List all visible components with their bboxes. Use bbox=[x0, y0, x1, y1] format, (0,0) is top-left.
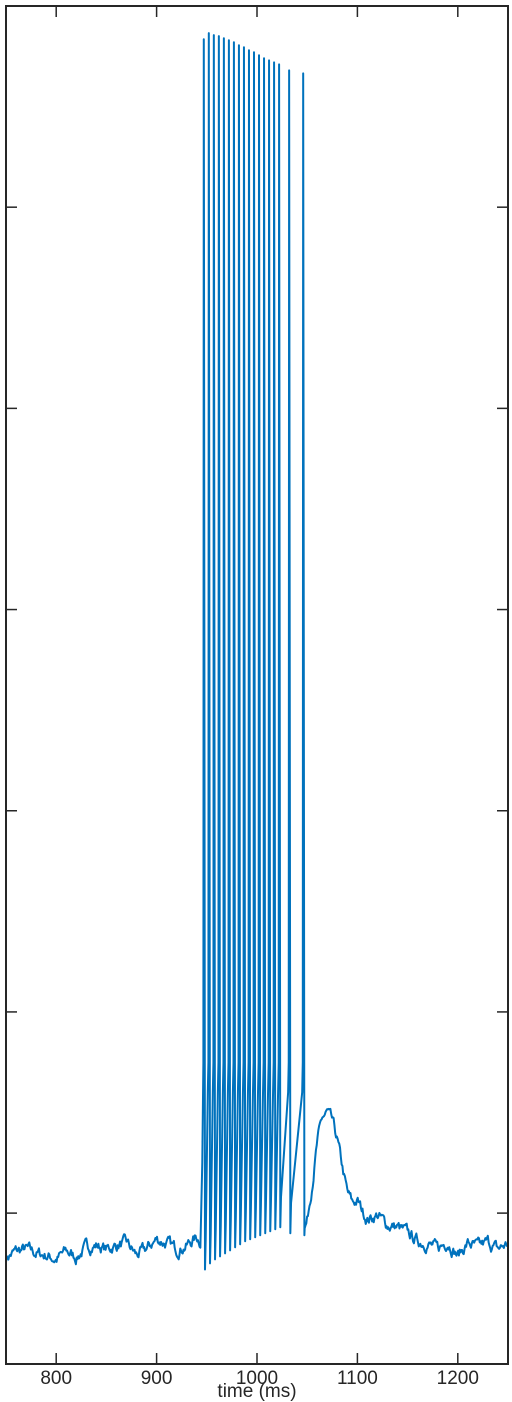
voltage-trace-line bbox=[5, 32, 509, 1271]
x-axis-title: time (ms) bbox=[217, 1381, 296, 1402]
axes-box bbox=[5, 5, 509, 1365]
axis-ticks bbox=[6, 6, 508, 1364]
x-tick-labels: 800 900 1000 1100 1200 bbox=[40, 1368, 479, 1389]
x-tick-label: 1200 bbox=[437, 1368, 479, 1389]
x-tick-label: 1100 bbox=[337, 1368, 378, 1389]
x-tick-label: 900 bbox=[141, 1368, 173, 1389]
x-tick-label: 800 bbox=[40, 1368, 72, 1389]
x-tick-label: 1000 bbox=[236, 1368, 278, 1389]
